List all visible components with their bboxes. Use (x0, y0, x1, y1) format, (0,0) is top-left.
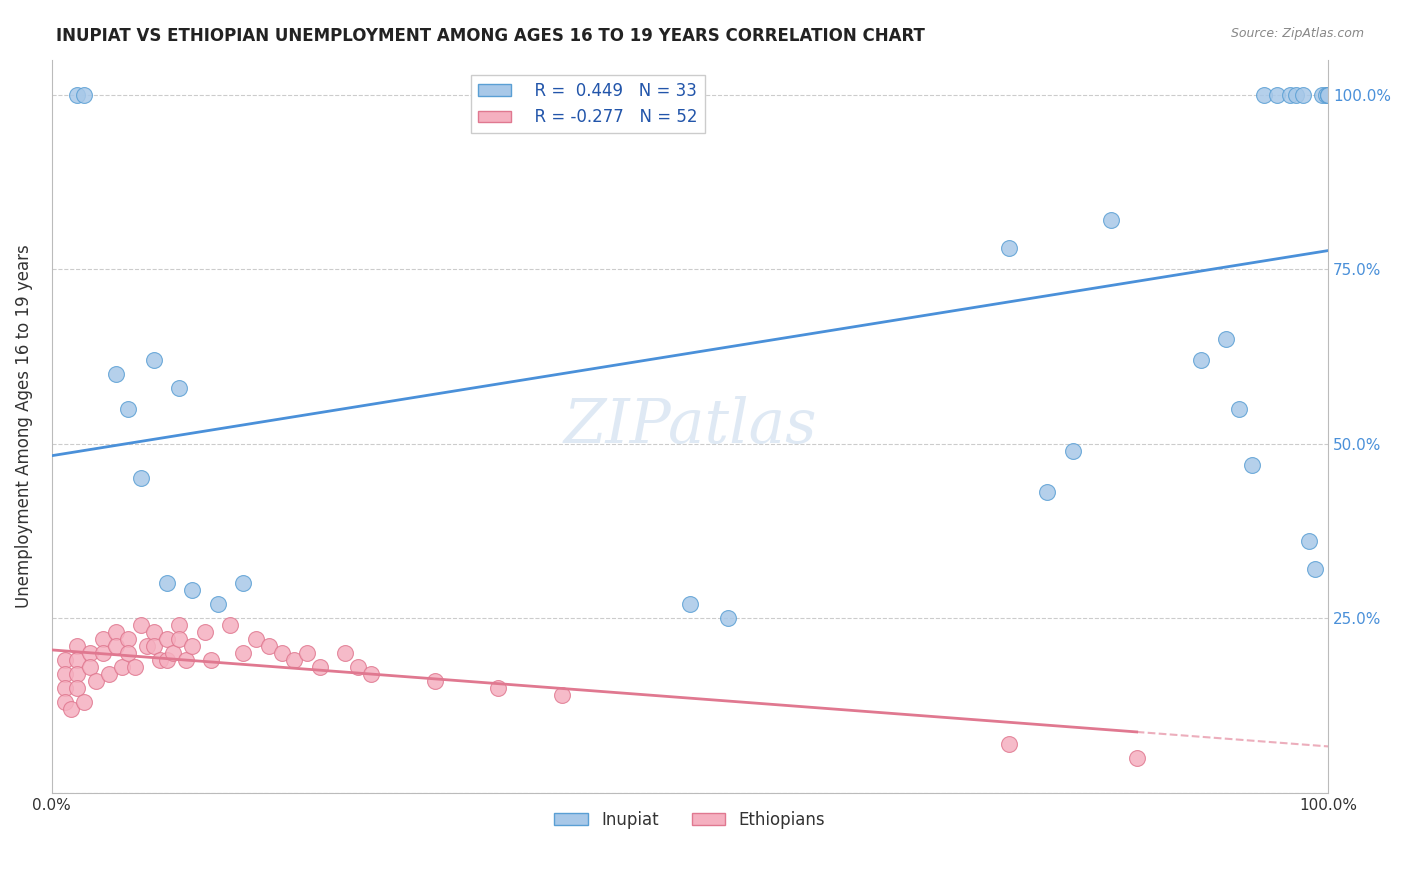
Point (1125, 750, 1147, 764)
Point (91, 632, 114, 646)
Point (66, 639, 89, 653)
Point (129, 618, 152, 632)
Point (1227, 401, 1250, 416)
Point (423, 673, 446, 688)
Point (117, 401, 139, 416)
Point (360, 667, 382, 681)
Point (129, 471, 152, 485)
Point (98, 667, 121, 681)
Point (66, 667, 89, 681)
Point (1305, 562, 1327, 576)
Point (232, 646, 254, 660)
Point (1298, 534, 1320, 549)
Point (717, 611, 740, 625)
Point (998, 737, 1021, 751)
Point (257, 639, 280, 653)
Point (207, 597, 229, 611)
Point (117, 632, 139, 646)
Point (245, 632, 267, 646)
Point (111, 660, 134, 674)
Point (169, 381, 191, 395)
Text: Source: ZipAtlas.com: Source: ZipAtlas.com (1230, 27, 1364, 40)
Point (219, 618, 242, 632)
Point (169, 618, 191, 632)
Point (1291, 87, 1313, 102)
Point (162, 646, 184, 660)
Point (169, 632, 191, 646)
Point (181, 639, 204, 653)
Point (1062, 443, 1084, 458)
Point (142, 639, 165, 653)
Point (142, 352, 165, 367)
Point (1317, 87, 1340, 102)
Point (53, 695, 76, 709)
Point (1265, 87, 1288, 102)
Text: INUPIAT VS ETHIOPIAN UNEMPLOYMENT AMONG AGES 16 TO 19 YEARS CORRELATION CHART: INUPIAT VS ETHIOPIAN UNEMPLOYMENT AMONG … (56, 27, 925, 45)
Point (104, 639, 127, 653)
Point (679, 597, 702, 611)
Point (156, 653, 179, 667)
Point (136, 639, 159, 653)
Point (998, 241, 1021, 255)
Y-axis label: Unemployment Among Ages 16 to 19 years: Unemployment Among Ages 16 to 19 years (15, 244, 32, 608)
Point (86, 673, 108, 688)
Point (79, 646, 101, 660)
Point (194, 625, 217, 640)
Point (104, 367, 127, 381)
Point (91, 646, 114, 660)
Point (59, 702, 82, 716)
Point (142, 625, 165, 640)
Point (1240, 458, 1263, 472)
Point (1253, 87, 1275, 102)
Point (488, 681, 510, 695)
Point (79, 660, 101, 674)
Point (1215, 332, 1237, 346)
Point (66, 653, 89, 667)
Point (53, 667, 76, 681)
Point (308, 660, 330, 674)
Point (104, 625, 127, 640)
Point (1189, 352, 1212, 367)
Point (551, 688, 574, 702)
Point (124, 660, 146, 674)
Point (149, 653, 172, 667)
Point (117, 646, 139, 660)
Point (295, 646, 318, 660)
Point (270, 646, 292, 660)
Point (1315, 87, 1337, 102)
Point (1099, 213, 1122, 227)
Point (73, 87, 96, 102)
Point (174, 653, 197, 667)
Point (335, 646, 357, 660)
Point (1278, 87, 1301, 102)
Point (66, 87, 89, 102)
Point (156, 576, 179, 591)
Point (347, 660, 370, 674)
Point (232, 576, 254, 591)
Point (66, 681, 89, 695)
Point (53, 681, 76, 695)
Point (73, 695, 96, 709)
Point (1036, 485, 1059, 500)
Point (200, 653, 222, 667)
Legend: Inupiat, Ethiopians: Inupiat, Ethiopians (548, 805, 832, 836)
Point (283, 653, 305, 667)
Point (156, 632, 179, 646)
Text: ZIPatlas: ZIPatlas (564, 396, 817, 456)
Point (1285, 87, 1308, 102)
Point (53, 653, 76, 667)
Point (181, 583, 204, 598)
Point (1317, 87, 1340, 102)
Point (1317, 87, 1340, 102)
Point (1310, 87, 1333, 102)
